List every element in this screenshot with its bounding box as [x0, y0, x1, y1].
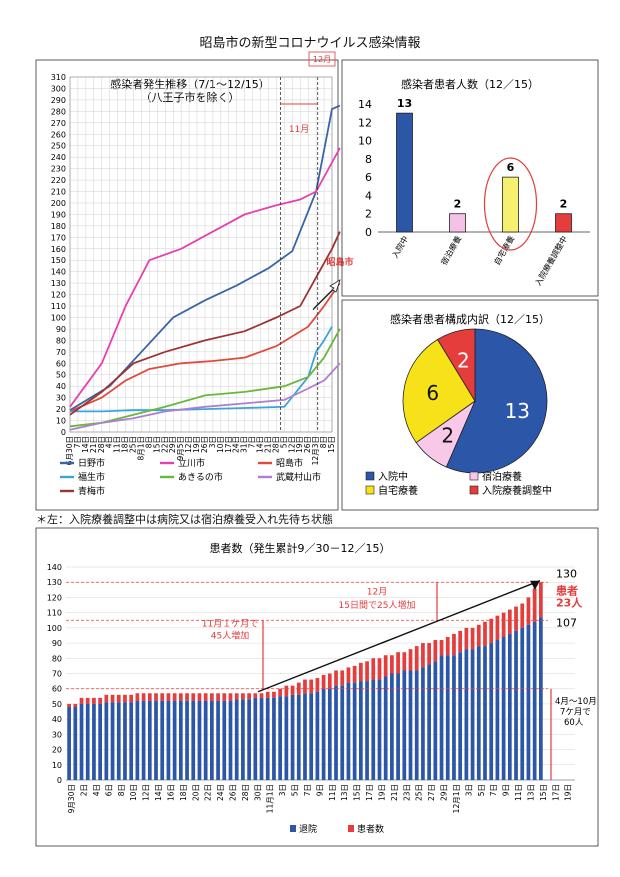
trend-y-tick: 80 — [56, 336, 66, 345]
trend-y-tick: 200 — [51, 199, 66, 208]
page-title: 昭島市の新型コロナウイルス感染情報 — [199, 36, 421, 51]
trend-y-tick: 180 — [51, 222, 66, 231]
trend-y-tick: 160 — [51, 245, 66, 254]
trend-x-tick: 10日 — [216, 436, 225, 453]
trend-x-tick: 14日 — [256, 436, 265, 453]
trend-y-tick: 40 — [56, 382, 66, 391]
trend-y-tick: 300 — [51, 84, 66, 93]
trend-legend-label: 立川市 — [178, 457, 205, 469]
trend-legend-label: 武蔵村山市 — [276, 471, 321, 483]
trend-x-tick: 19日 — [192, 436, 201, 453]
footnote: ＊左：入院療養調整中は病院又は宿泊療養受入れ先待ち状態 — [36, 513, 333, 526]
trend-dec-label: 12月 — [313, 55, 331, 64]
trend-nov-label: 11月 — [289, 124, 309, 135]
trend-y-tick: 100 — [51, 313, 66, 322]
trend-city-arrow — [312, 279, 341, 311]
trend-y-tick: 50 — [56, 371, 66, 380]
trend-y-tick: 20 — [56, 405, 66, 414]
trend-y-tick: 220 — [51, 176, 66, 185]
trend-dec-box — [308, 51, 336, 67]
trend-y-tick: 30 — [56, 394, 66, 403]
trend-x-tick: 7日 — [248, 436, 257, 448]
trend-city-label: 昭島市 — [326, 256, 353, 268]
trend-x-tick: 28日 — [97, 436, 106, 453]
trend-x-tick: 15日 — [327, 436, 336, 453]
trend-x-tick: 31日 — [240, 436, 249, 453]
trend-x-tick: 14日 — [81, 436, 90, 453]
trend-y-tick: 90 — [56, 325, 66, 334]
trend-series-line — [69, 328, 341, 428]
trend-x-tick: 22日 — [160, 436, 169, 453]
trend-x-tick: 26日 — [303, 436, 312, 453]
trend-x-tick: 15日 — [152, 436, 161, 453]
trend-x-tick: 26日 — [200, 436, 209, 453]
trend-x-tick: 8月1日 — [136, 436, 145, 461]
trend-x-tick: 25日 — [129, 436, 138, 453]
trend-x-tick: 12日 — [184, 436, 193, 453]
trend-x-tick: 17日 — [224, 436, 233, 453]
trend-x-tick: 6月30日 — [65, 436, 74, 465]
trend-y-tick: 130 — [51, 279, 66, 288]
trend-title: 感染者発生推移（7/1～12/15） — [110, 77, 269, 91]
trend-x-tick: 7日 — [73, 436, 82, 448]
trend-series-line — [69, 282, 341, 413]
trend-series-line — [69, 104, 341, 411]
trend-legend-label: 青梅市 — [78, 485, 105, 497]
trend-y-tick: 270 — [51, 119, 66, 128]
trend-x-tick: 18日 — [121, 436, 130, 453]
trend-series-line — [70, 326, 333, 413]
trend-y-tick: 10 — [56, 417, 66, 426]
trend-x-tick: 12日 — [287, 436, 296, 453]
trend-y-tick: 260 — [51, 130, 66, 139]
trend-y-tick: 210 — [51, 188, 66, 197]
trend-y-tick: 150 — [51, 256, 66, 265]
trend-x-tick: 3日 — [208, 436, 217, 448]
trend-x-tick: 8日 — [319, 436, 328, 448]
trend-x-tick: 29日 — [168, 436, 177, 453]
trend-legend-label: 昭島市 — [276, 457, 303, 469]
trend-x-tick: 19日 — [295, 436, 304, 453]
trend-x-tick: 24日 — [232, 436, 241, 453]
trend-y-tick: 310 — [51, 73, 66, 82]
trend-legend-label: あきるの市 — [178, 471, 223, 483]
trend-y-tick: 240 — [51, 153, 66, 162]
trend-y-tick: 280 — [51, 107, 66, 116]
trend-x-tick: 21日 — [263, 436, 272, 453]
trend-y-tick: 110 — [51, 302, 66, 311]
trend-x-tick: 12月3日 — [311, 436, 320, 465]
trend-y-tick: 190 — [51, 210, 66, 219]
trend-y-tick: 250 — [51, 142, 66, 151]
trend-y-tick: 60 — [56, 359, 66, 368]
trend-legend-label: 日野市 — [78, 457, 105, 469]
trend-series-line — [69, 147, 341, 408]
trend-x-tick: 28日 — [271, 436, 280, 453]
trend-y-tick: 70 — [56, 348, 66, 357]
trend-y-tick: 140 — [51, 268, 66, 277]
trend-x-tick: 5日 — [279, 436, 288, 448]
trend-y-tick: 230 — [51, 165, 66, 174]
trend-series-line — [69, 362, 341, 431]
trend-y-tick: 0 — [61, 428, 66, 437]
trend-y-tick: 170 — [51, 233, 66, 242]
trend-plot-area — [69, 76, 333, 433]
trend-x-tick: 21日 — [89, 436, 98, 453]
trend-y-tick: 120 — [51, 291, 66, 300]
trend-x-tick: 11日 — [113, 436, 122, 453]
trend-legend-label: 福生市 — [78, 471, 105, 483]
trend-y-tick: 290 — [51, 96, 66, 105]
trend-series-line — [69, 231, 341, 416]
trend-x-tick: 9月5日 — [176, 436, 185, 461]
trend-x-tick: 4日 — [105, 436, 114, 448]
trend-subtitle: （八王子市を除く） — [141, 90, 240, 104]
trend-x-tick: 8日 — [144, 436, 153, 448]
